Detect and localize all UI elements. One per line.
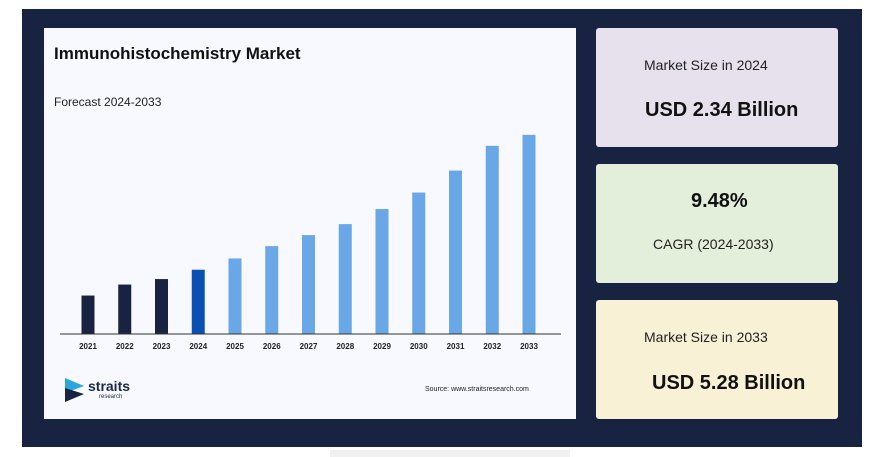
- bar-2028: [338, 224, 352, 334]
- market-size-2024-label: Market Size in 2024: [644, 57, 768, 73]
- x-tick-label-2033: 2033: [520, 342, 538, 351]
- bar-2029: [375, 209, 389, 334]
- x-tick-label-2026: 2026: [263, 342, 281, 351]
- bar-2021: [81, 295, 95, 334]
- straits-logo-icon: [65, 378, 84, 402]
- chart-subtitle: Forecast 2024-2033: [54, 95, 162, 109]
- market-size-2024-card: Market Size in 2024 USD 2.34 Billion: [596, 28, 838, 147]
- chart-title: Immunohistochemistry Market: [54, 44, 301, 63]
- x-tick-label-2022: 2022: [116, 342, 134, 351]
- market-size-2033-label: Market Size in 2033: [644, 329, 768, 345]
- x-tick-label-2021: 2021: [79, 342, 97, 351]
- x-tick-label-2024: 2024: [189, 342, 207, 351]
- bar-2031: [449, 170, 462, 334]
- x-tick-label-2030: 2030: [410, 342, 428, 351]
- x-tick-label-2027: 2027: [300, 342, 318, 351]
- source-note: Source: www.straitsresearch.com: [425, 386, 529, 393]
- bar-2025: [228, 258, 242, 334]
- market-size-2033-value: USD 5.28 Billion: [652, 372, 806, 394]
- cagr-card: 9.48% CAGR (2024-2033): [596, 164, 838, 283]
- bar-2030: [412, 192, 426, 334]
- x-tick-label-2032: 2032: [483, 342, 501, 351]
- x-tick-label-2028: 2028: [336, 342, 354, 351]
- bar-2024: [191, 269, 205, 334]
- x-tick-label-2031: 2031: [447, 342, 465, 351]
- market-size-2033-card: Market Size in 2033 USD 5.28 Billion: [596, 300, 838, 419]
- x-tick-label-2023: 2023: [153, 342, 171, 351]
- market-size-2024-value: USD 2.34 Billion: [645, 99, 799, 121]
- logo-text: straits: [88, 378, 131, 394]
- bar-2027: [302, 235, 315, 334]
- logo-subtext: research: [99, 394, 123, 400]
- bar-2032: [485, 145, 499, 334]
- cagr-label: CAGR (2024-2033): [653, 236, 774, 252]
- cagr-value: 9.48%: [691, 190, 748, 212]
- x-tick-label-2029: 2029: [373, 342, 391, 351]
- bar-2023: [155, 279, 168, 334]
- bottom-strip: [330, 450, 570, 457]
- x-tick-label-2025: 2025: [226, 342, 244, 351]
- bar-2026: [265, 246, 279, 334]
- bar-2033: [522, 134, 536, 334]
- bar-2022: [118, 284, 132, 334]
